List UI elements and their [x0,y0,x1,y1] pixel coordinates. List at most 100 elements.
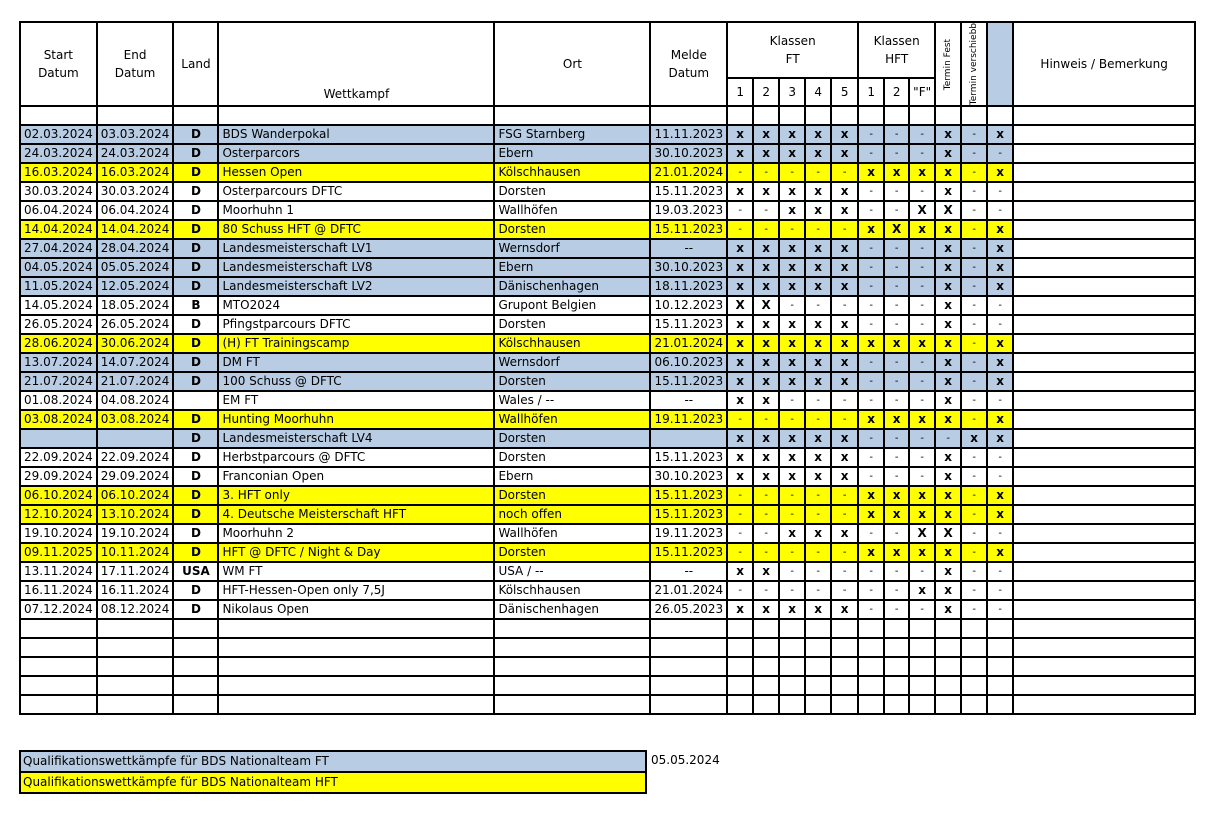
end-date-cell[interactable]: 16.11.2024 [95,580,175,602]
class-mark-cell[interactable]: x [960,428,989,450]
class-mark-cell[interactable]: x [778,466,807,488]
class-mark-cell[interactable]: x [726,466,755,488]
land-cell[interactable]: D [172,428,220,450]
empty-cell[interactable] [95,675,175,697]
class-mark-cell[interactable]: - [778,219,807,241]
class-mark-cell[interactable]: - [857,143,886,165]
class-mark-cell[interactable]: x [830,352,860,374]
class-mark-cell[interactable]: x [726,333,755,355]
start-date-cell[interactable]: 30.03.2024 [19,181,98,203]
land-cell[interactable]: D [172,542,220,564]
class-mark-cell[interactable]: - [908,314,937,336]
hinweis-cell[interactable] [1012,485,1197,507]
class-mark-cell[interactable]: x [726,143,755,165]
class-mark-cell[interactable]: - [908,352,937,374]
class-mark-cell[interactable]: x [934,485,963,507]
empty-cell[interactable] [172,656,220,678]
class-mark-cell[interactable]: x [908,333,937,355]
class-mark-cell[interactable]: x [830,200,860,222]
class-mark-cell[interactable]: - [726,542,755,564]
class-mark-cell[interactable]: - [960,314,989,336]
class-mark-cell[interactable]: x [857,485,886,507]
end-date-cell[interactable]: 03.03.2024 [95,124,175,146]
class-mark-cell[interactable]: x [934,447,963,469]
class-mark-cell[interactable]: x [778,124,807,146]
class-mark-cell[interactable]: x [778,523,807,545]
hinweis-cell[interactable] [1012,409,1197,431]
class-mark-cell[interactable]: - [986,561,1015,583]
class-mark-cell[interactable]: x [726,371,755,393]
land-cell[interactable]: D [172,257,220,279]
empty-cell[interactable] [883,637,911,659]
class-mark-cell[interactable]: x [934,352,963,374]
empty-cell[interactable] [172,694,220,716]
wettkampf-cell[interactable]: Moorhuhn 1 [217,200,496,222]
start-date-cell[interactable]: 29.09.2024 [19,466,98,488]
class-mark-cell[interactable]: x [804,371,833,393]
class-mark-cell[interactable]: x [830,276,860,298]
empty-cell[interactable] [217,675,496,697]
class-mark-cell[interactable]: - [960,238,989,260]
class-mark-cell[interactable]: - [986,580,1015,602]
class-mark-cell[interactable]: x [778,352,807,374]
start-date-cell[interactable]: 12.10.2024 [19,504,98,526]
class-mark-cell[interactable]: x [804,143,833,165]
class-mark-cell[interactable]: - [726,200,755,222]
empty-cell[interactable] [726,637,755,659]
land-cell[interactable]: D [172,466,220,488]
class-mark-cell[interactable]: x [830,599,860,621]
class-mark-cell[interactable]: x [804,200,833,222]
empty-cell[interactable] [778,656,807,678]
ort-cell[interactable]: Wallhöfen [493,200,652,222]
class-mark-cell[interactable]: x [934,561,963,583]
empty-cell[interactable] [649,105,729,127]
class-mark-cell[interactable]: - [986,200,1015,222]
class-mark-cell[interactable]: - [883,390,911,412]
end-date-cell[interactable]: 19.10.2024 [95,523,175,545]
class-mark-cell[interactable]: x [986,124,1015,146]
hinweis-cell[interactable] [1012,542,1197,564]
empty-cell[interactable] [804,637,833,659]
melde-date-cell[interactable]: -- [649,561,729,583]
start-date-cell[interactable]: 13.11.2024 [19,561,98,583]
class-mark-cell[interactable]: - [960,485,989,507]
class-mark-cell[interactable]: x [934,181,963,203]
class-mark-cell[interactable]: x [986,276,1015,298]
class-mark-cell[interactable]: x [986,352,1015,374]
class-mark-cell[interactable]: - [908,428,937,450]
empty-cell[interactable] [172,675,220,697]
class-mark-cell[interactable]: - [726,485,755,507]
class-mark-cell[interactable]: - [908,257,937,279]
class-mark-cell[interactable]: - [752,542,781,564]
class-mark-cell[interactable]: - [778,295,807,317]
class-mark-cell[interactable]: x [726,181,755,203]
land-cell[interactable]: D [172,314,220,336]
melde-date-cell[interactable]: 18.11.2023 [649,276,729,298]
wettkampf-cell[interactable]: 100 Schuss @ DFTC [217,371,496,393]
class-mark-cell[interactable]: - [804,162,833,184]
wettkampf-cell[interactable]: Landesmeisterschaft LV4 [217,428,496,450]
empty-cell[interactable] [883,105,911,127]
wettkampf-cell[interactable]: Nikolaus Open [217,599,496,621]
class-mark-cell[interactable]: x [857,542,886,564]
start-date-cell[interactable]: 27.04.2024 [19,238,98,260]
end-date-cell[interactable]: 08.12.2024 [95,599,175,621]
class-mark-cell[interactable]: - [960,162,989,184]
end-date-cell[interactable]: 03.08.2024 [95,409,175,431]
class-mark-cell[interactable]: - [960,200,989,222]
class-mark-cell[interactable]: - [986,390,1015,412]
class-mark-cell[interactable]: - [960,352,989,374]
class-mark-cell[interactable]: x [726,238,755,260]
class-mark-cell[interactable]: - [960,466,989,488]
class-mark-cell[interactable]: x [857,162,886,184]
class-mark-cell[interactable]: x [830,143,860,165]
empty-cell[interactable] [830,618,860,640]
empty-cell[interactable] [778,105,807,127]
class-mark-cell[interactable]: - [986,447,1015,469]
class-mark-cell[interactable]: x [883,409,911,431]
class-mark-cell[interactable]: - [960,561,989,583]
class-mark-cell[interactable]: - [778,504,807,526]
empty-cell[interactable] [934,675,963,697]
class-mark-cell[interactable]: X [908,200,937,222]
ort-cell[interactable]: Dorsten [493,181,652,203]
